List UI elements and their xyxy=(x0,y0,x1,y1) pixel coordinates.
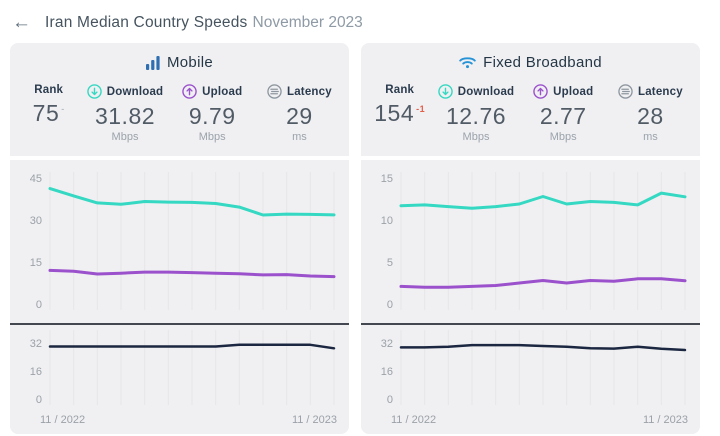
mobile-x-start-label: 11 / 2022 xyxy=(40,414,86,427)
mobile-card-title: Mobile xyxy=(167,54,213,71)
fixed-latency-label: Latency xyxy=(637,85,683,98)
fixed-rank-change: -1 xyxy=(416,104,426,115)
svg-text:16: 16 xyxy=(30,366,42,378)
download-circle-icon xyxy=(437,84,453,99)
svg-text:32: 32 xyxy=(30,338,42,350)
page-title: Iran Median Country Speeds xyxy=(45,13,248,31)
fixed-x-start-label: 11 / 2022 xyxy=(391,414,437,427)
svg-text:5: 5 xyxy=(387,257,393,269)
mobile-latency-stat: Latency 29 ms xyxy=(256,84,343,143)
mobile-rank-stat: Rank 75- xyxy=(16,84,81,143)
fixed-upload-label: Upload xyxy=(553,85,594,98)
mobile-speeds-chart: 45 30 15 0 xyxy=(30,172,336,311)
fixed-card-title: Fixed Broadband xyxy=(483,54,602,71)
mobile-x-end-label: 11 / 2023 xyxy=(291,414,337,427)
svg-text:0: 0 xyxy=(387,299,393,311)
svg-text:10: 10 xyxy=(381,215,393,227)
mobile-download-unit: Mbps xyxy=(111,131,139,144)
svg-text:0: 0 xyxy=(387,394,393,406)
upload-circle-icon xyxy=(182,84,197,99)
fixed-x-end-label: 11 / 2023 xyxy=(642,414,688,427)
mobile-latency-value: 29 xyxy=(286,103,313,129)
fixed-broadband-card: Fixed Broadband Rank 154 -1 Down xyxy=(361,43,700,435)
svg-text:32: 32 xyxy=(381,338,393,350)
fixed-upload-stat: Upload 2.77 Mbps xyxy=(520,84,607,143)
mobile-latency-unit: ms xyxy=(292,131,307,144)
svg-text:15: 15 xyxy=(381,173,393,185)
chart-divider xyxy=(361,323,700,326)
mobile-upload-label: Upload xyxy=(202,85,243,98)
cards-row: Mobile Rank 75- Download xyxy=(10,43,700,435)
fixed-rank-stat: Rank 154 -1 xyxy=(367,84,432,143)
svg-text:0: 0 xyxy=(36,394,42,406)
upload-circle-icon xyxy=(533,84,548,99)
fixed-latency-chart: 32 16 0 xyxy=(381,330,687,406)
mobile-upload-stat: Upload 9.79 Mbps xyxy=(169,84,256,143)
svg-text:30: 30 xyxy=(30,215,42,227)
mobile-rank-value: 75 xyxy=(32,100,60,126)
mobile-card: Mobile Rank 75- Download xyxy=(10,43,349,435)
fixed-download-unit: Mbps xyxy=(462,131,490,144)
mobile-stats-panel: Mobile Rank 75- Download xyxy=(10,43,349,157)
mobile-rank-label: Rank xyxy=(34,84,64,96)
mobile-download-stat: Download 31.82 Mbps xyxy=(81,84,168,143)
fixed-chart-panel: 15 10 5 0 32 16 0 11 / 2022 11 / 2023 xyxy=(361,160,700,435)
mobile-latency-label: Latency xyxy=(286,85,332,98)
mobile-latency-chart: 32 16 0 xyxy=(30,330,336,406)
fixed-upload-value: 2.77 xyxy=(539,103,587,129)
mobile-chart-panel: 45 30 15 0 32 16 0 11 / 2022 11 / 2023 xyxy=(10,160,349,435)
fixed-stats-panel: Fixed Broadband Rank 154 -1 Down xyxy=(361,43,700,157)
latency-circle-icon xyxy=(618,84,633,99)
svg-text:0: 0 xyxy=(36,299,42,311)
fixed-latency-stat: Latency 28 ms xyxy=(607,84,694,143)
latency-circle-icon xyxy=(267,84,282,99)
fixed-latency-unit: ms xyxy=(643,131,658,144)
mobile-download-value: 31.82 xyxy=(94,103,156,129)
fixed-latency-value: 28 xyxy=(637,103,664,129)
fixed-download-label: Download xyxy=(457,85,515,98)
fixed-rank-value: 154 xyxy=(374,100,415,126)
chart-divider xyxy=(10,323,349,326)
fixed-download-value: 12.76 xyxy=(445,103,507,129)
fixed-download-stat: Download 12.76 Mbps xyxy=(432,84,519,143)
page-subtitle: November 2023 xyxy=(252,13,363,31)
mobile-bars-icon xyxy=(146,55,160,70)
svg-text:16: 16 xyxy=(381,366,393,378)
wifi-icon xyxy=(459,56,476,69)
svg-text:45: 45 xyxy=(30,173,42,185)
back-arrow-icon[interactable]: ← xyxy=(12,12,31,33)
svg-text:15: 15 xyxy=(30,257,42,269)
download-circle-icon xyxy=(86,84,102,99)
mobile-rank-change: - xyxy=(61,104,65,115)
mobile-upload-unit: Mbps xyxy=(198,131,226,144)
fixed-upload-unit: Mbps xyxy=(549,131,577,144)
page-header: ← Iran Median Country Speeds November 202… xyxy=(0,0,720,41)
mobile-upload-value: 9.79 xyxy=(188,103,236,129)
fixed-rank-label: Rank xyxy=(385,84,415,96)
fixed-speeds-chart: 15 10 5 0 xyxy=(381,172,687,311)
mobile-download-label: Download xyxy=(106,85,164,98)
